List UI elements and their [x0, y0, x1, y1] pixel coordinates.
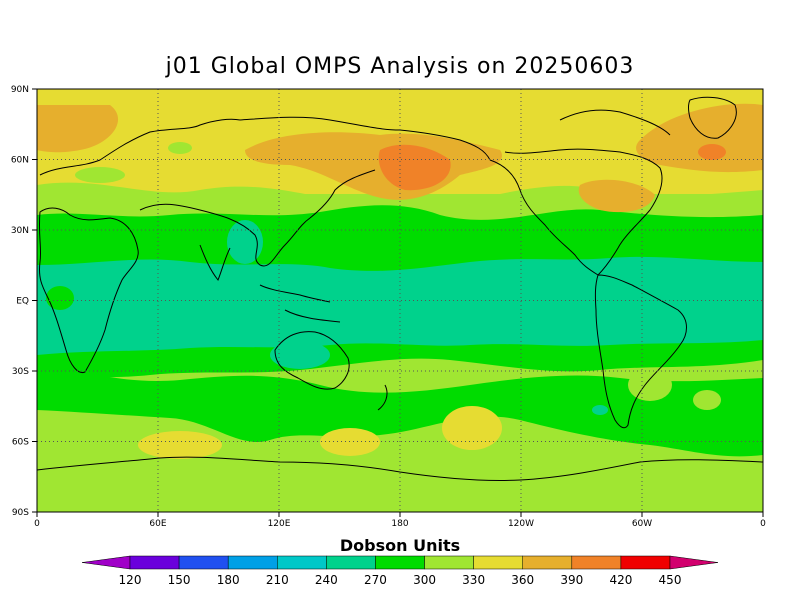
lon-label-180: 180 — [391, 519, 408, 529]
orange-region-north-america — [578, 179, 655, 213]
colorbar-swatch — [227, 555, 278, 570]
lon-label-0-left: 0 — [34, 519, 40, 529]
lat-label-30n: 30N — [11, 226, 29, 236]
colorbar-swatch — [277, 555, 327, 570]
colorbar-level-label: 300 — [413, 573, 436, 587]
colorbar-swatch — [178, 555, 229, 570]
lon-label-60w: 60W — [632, 519, 652, 529]
dark-orange-patch-atlantic — [698, 144, 726, 160]
teal-patch-aus — [270, 341, 330, 369]
orange-region-north-atlantic — [636, 103, 763, 173]
colorbar-low-triangle — [81, 555, 131, 570]
lon-labels: 0 60E 120E 180 120W 60W 0 — [34, 519, 766, 529]
lon-ticks — [36, 512, 764, 517]
lat-ticks — [32, 88, 37, 513]
colorbar: 120 150 180 210 240 270 300 330 360 390 420 450 — [81, 555, 719, 587]
colorbar-swatch — [375, 555, 425, 570]
lon-label-120e: 120E — [268, 519, 291, 529]
lat-label-60n: 60N — [11, 156, 29, 166]
colorbar-high-triangle — [669, 555, 719, 570]
colorbar-swatch — [326, 555, 376, 570]
colorbar-level-label: 450 — [659, 573, 682, 587]
colorbar-level-label: 390 — [560, 573, 583, 587]
teal-patch-patagonia — [592, 405, 608, 415]
green-patch-africa — [46, 286, 74, 310]
colorbar-swatch — [424, 555, 474, 570]
colorbar-swatch — [571, 555, 622, 570]
colorbar-swatch — [620, 555, 671, 570]
yellow-patch-south-pacific — [442, 406, 502, 450]
lat-labels: 90N 60N 30N EQ 30S 60S 90S — [11, 85, 29, 518]
colorbar-level-label: 420 — [609, 573, 632, 587]
lightgreen-patch-siberia — [168, 142, 192, 154]
colorbar-title: Dobson Units — [339, 536, 461, 555]
lon-label-120w: 120W — [508, 519, 534, 529]
lightgreen-patch-south-atlantic — [628, 369, 672, 401]
lon-label-60e: 60E — [149, 519, 166, 529]
lon-label-0-right: 0 — [760, 519, 766, 529]
colorbar-level-label: 360 — [511, 573, 534, 587]
yellow-patch-south-indian — [138, 431, 222, 459]
lat-label-eq: EQ — [16, 297, 29, 307]
colorbar-level-label: 150 — [168, 573, 191, 587]
teal-patch-asia — [227, 220, 263, 264]
lightgreen-patch-europe — [75, 167, 125, 183]
lightgreen-patch-south-atlantic-east — [693, 390, 721, 410]
colorbar-level-label: 240 — [315, 573, 338, 587]
lat-label-90s: 90S — [12, 508, 29, 518]
coastlines — [37, 96, 763, 482]
colorbar-swatch — [473, 555, 523, 570]
band-south-green — [37, 360, 763, 457]
colorbar-swatch — [129, 555, 180, 570]
colorbar-level-label: 270 — [364, 573, 387, 587]
colorbar-swatch — [522, 555, 573, 570]
colorbar-level-label: 330 — [462, 573, 485, 587]
lat-label-90n: 90N — [11, 85, 29, 95]
colorbar-level-label: 210 — [266, 573, 289, 587]
dark-orange-region-siberia — [378, 144, 451, 191]
lat-label-30s: 30S — [12, 367, 29, 377]
colorbar-level-label: 120 — [119, 573, 142, 587]
orange-region-europe — [37, 105, 119, 153]
lat-label-60s: 60S — [12, 438, 29, 448]
gridlines — [37, 89, 763, 512]
map-title: j01 Global OMPS Analysis on 20250603 — [165, 54, 635, 79]
colorbar-level-label: 180 — [217, 573, 240, 587]
